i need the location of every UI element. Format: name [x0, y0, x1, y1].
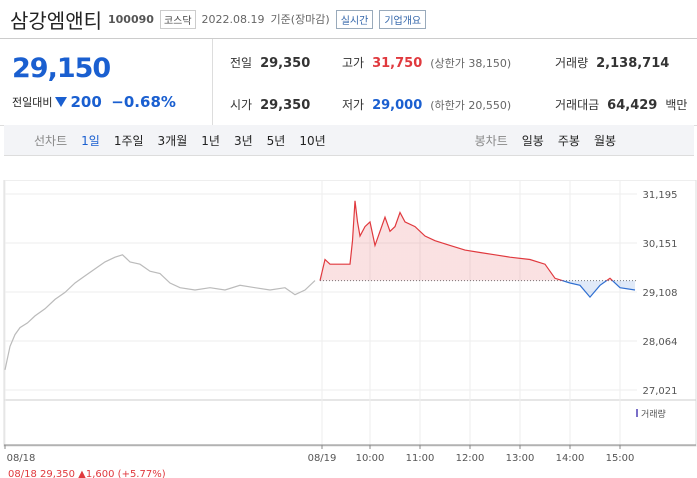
candle-tab[interactable]: 일봉 — [521, 133, 544, 148]
unit: 백만 — [665, 98, 688, 112]
current-price: 29,150 — [12, 53, 111, 84]
value: 29,350 — [260, 98, 311, 113]
header: 삼강엠앤티 100090 코스닥 2022.08.19 기준(장마감) 실시간 … — [10, 6, 427, 33]
stock-code: 100090 — [108, 12, 154, 26]
period-tab[interactable]: 1주일 — [113, 133, 144, 148]
legend-swatch — [636, 409, 638, 417]
period-tab[interactable]: 5년 — [266, 133, 286, 148]
x-tick-label: 08/18 — [7, 453, 36, 464]
note: (하한가 20,550) — [430, 99, 512, 112]
period-tab[interactable]: 3개월 — [157, 133, 188, 148]
info-cell: 시가 29,350 — [230, 96, 310, 113]
plot-frame — [3, 180, 697, 447]
label: 거래량 — [555, 56, 589, 70]
volume-label: 거래량 — [641, 408, 666, 420]
y-tick-label: 30,151 — [643, 239, 678, 250]
area — [320, 200, 635, 298]
y-tick-label: 27,021 — [643, 386, 678, 397]
change-value: 200 — [70, 93, 102, 111]
price-line — [4, 254, 316, 371]
info-box: 29,150 전일대비 200 −0.68% 전일 29,350 고가 31,750 (… — [0, 38, 697, 126]
tab-bar: 선차트 1일 1주일 3개월 1년 3년 5년 10년 봉차트 일봉 주봉 월봉 — [4, 125, 694, 156]
info-cell: 거래량 2,138,714 — [555, 54, 669, 71]
value: 2,138,714 — [596, 56, 670, 71]
change: 전일대비 200 −0.68% — [12, 93, 176, 111]
stock-name: 삼강엠앤티 — [10, 8, 102, 33]
value: 29,350 — [260, 56, 311, 71]
info-cell: 저가 29,000 (하한가 20,550) — [342, 96, 511, 113]
x-tick-label: 08/19 — [308, 453, 337, 464]
footer: 08/18 29,350 ▲1,600 (+5.77%) — [8, 469, 166, 478]
candle-tab[interactable]: 월봉 — [593, 133, 617, 148]
y-tick-label: 31,195 — [643, 190, 678, 201]
value: 31,750 — [372, 56, 423, 71]
period-tab[interactable]: 3년 — [233, 133, 253, 148]
period-tab[interactable]: 1일 — [81, 133, 100, 148]
y-tick-label: 29,108 — [643, 288, 678, 299]
x-tick-label: 12:00 — [456, 453, 485, 464]
basis: 기준(장마감) — [270, 13, 330, 26]
candle-tab[interactable]: 주봉 — [557, 133, 580, 148]
tab-label: 봉차트 — [474, 133, 508, 148]
value: 64,429 — [607, 98, 658, 113]
x-tick-label: 14:00 — [556, 453, 585, 464]
change-pct: −0.68% — [111, 93, 176, 111]
label: 전일 — [230, 56, 253, 70]
period-tab[interactable]: 1년 — [201, 133, 220, 148]
down-icon — [55, 97, 68, 107]
note: (상한가 38,150) — [430, 57, 512, 70]
realtime-button[interactable]: 실시간 — [335, 9, 374, 29]
chart: 31,195 30,151 29,108 28,064 27,021 08/18 08/19… — [3, 180, 697, 478]
date: 2022.08.19 — [201, 12, 265, 26]
value: 29,000 — [372, 98, 423, 113]
price-box: 29,150 전일대비 200 −0.68% — [4, 39, 213, 125]
change-label: 전일대비 — [12, 96, 53, 109]
x-tick-label: 11:00 — [406, 453, 435, 464]
tab-label: 선차트 — [34, 133, 68, 148]
y-tick-label: 28,064 — [643, 337, 678, 348]
overview-button[interactable]: 기업개요 — [379, 9, 427, 29]
market-tag: 코스닥 — [159, 9, 196, 29]
label: 저가 — [342, 98, 365, 112]
price-line — [319, 200, 636, 299]
info-cell: 고가 31,750 (상한가 38,150) — [342, 54, 511, 71]
label: 시가 — [230, 98, 253, 112]
info-cell: 거래대금 64,429 백만 — [555, 96, 687, 113]
label: 고가 — [342, 56, 365, 70]
x-tick-label: 13:00 — [506, 453, 535, 464]
period-tab[interactable]: 10년 — [299, 133, 326, 148]
x-tick-label: 10:00 — [356, 453, 385, 464]
x-tick-label: 15:00 — [606, 453, 635, 464]
label: 거래대금 — [555, 98, 600, 112]
info-cell: 전일 29,350 — [230, 54, 310, 71]
